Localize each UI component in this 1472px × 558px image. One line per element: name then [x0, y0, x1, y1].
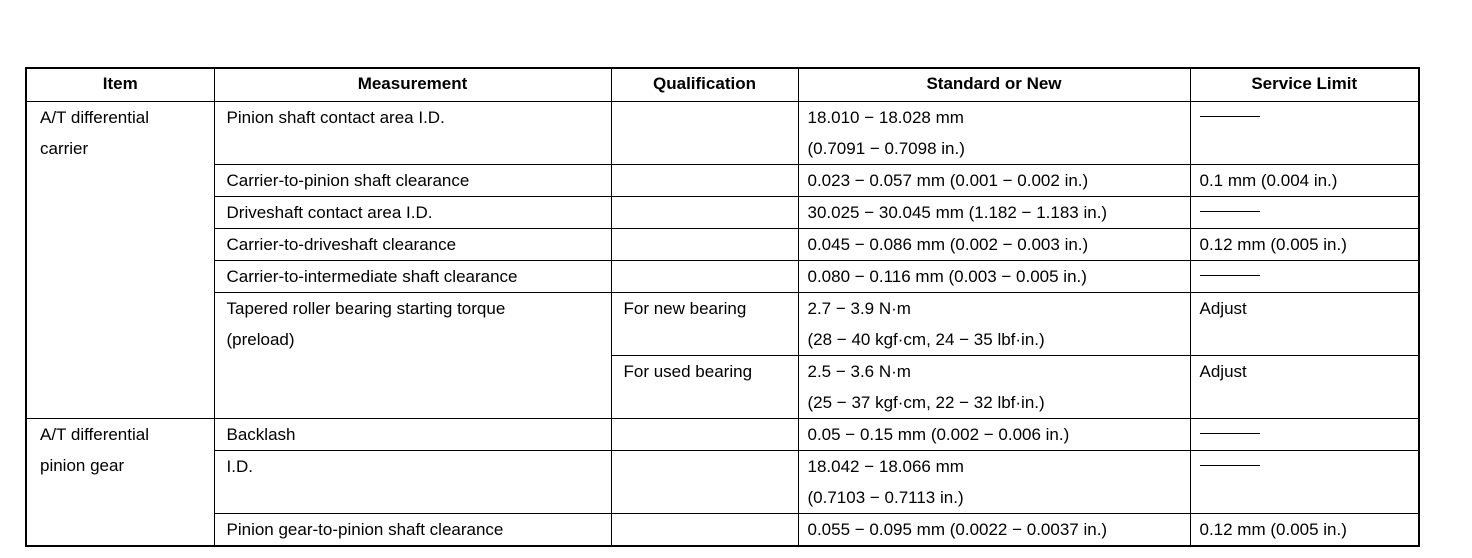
measurement-cell: Carrier-to-pinion shaft clearance	[213, 163, 612, 197]
table-row: A/T differential pinion gear Backlash 0.05 …	[25, 417, 1420, 546]
measurement-cell: Carrier-to-driveshaft clearance	[213, 227, 612, 261]
measurement-cell: Pinion shaft contact area I.D.	[213, 100, 612, 165]
service-limit-cell: Adjust	[1189, 291, 1420, 356]
cell-line: Carrier-to-driveshaft clearance	[226, 234, 457, 254]
service-limit-cell	[1189, 417, 1420, 451]
measurement-cell: Carrier-to-intermediate shaft clearance	[213, 259, 612, 293]
qualification-cell	[610, 100, 799, 165]
table-row: A/T differential carrier Pinion shaft cont…	[25, 100, 1420, 419]
specifications-table: Item Measurement Qualification Standard …	[25, 67, 1420, 547]
header-standard: Standard or New	[797, 67, 1191, 102]
cell-line: (28 − 40 kgf·cm, 24 − 35 lbf·in.)	[807, 329, 1045, 349]
item-cell: A/T differential pinion gear	[25, 417, 215, 546]
measurement-cell: Driveshaft contact area I.D.	[213, 195, 612, 229]
cell-line: Carrier-to-pinion shaft clearance	[226, 170, 470, 190]
cell-line: 0.055 − 0.095 mm (0.0022 − 0.0037 in.)	[807, 519, 1108, 539]
qualification-cell	[610, 417, 799, 451]
header-service-limit: Service Limit	[1189, 67, 1420, 102]
cell-line: Driveshaft contact area I.D.	[226, 202, 433, 222]
table-row: For used bearing 2.5 − 3.6 N·m (25 − 37 kg…	[26, 354, 1420, 419]
service-limit-cell	[1189, 100, 1420, 165]
standard-cell: 0.080 − 0.116 mm (0.003 − 0.005 in.)	[797, 259, 1191, 293]
cell-line: 0.045 − 0.086 mm (0.002 − 0.003 in.)	[807, 234, 1089, 254]
cell-text: For new bearing	[623, 298, 747, 318]
cell-line: Tapered roller bearing starting torque	[226, 298, 506, 318]
cell-text: Adjust	[1199, 361, 1247, 381]
qualification-cell: For new bearing	[610, 291, 799, 356]
cell-line: 2.7 − 3.9 N·m	[807, 298, 911, 318]
header-measurement: Measurement	[213, 67, 612, 102]
cell-line: (preload)	[226, 329, 295, 349]
standard-cell: 0.045 − 0.086 mm (0.002 − 0.003 in.)	[797, 227, 1191, 261]
qualification-cell	[610, 163, 799, 197]
qualification-cell	[610, 449, 799, 514]
measurement-cell: I.D.	[213, 449, 612, 514]
table-row: Tapered roller bearing starting torque (p…	[26, 291, 1420, 419]
service-limit-cell	[1189, 259, 1420, 293]
table-row: Carrier-to-driveshaft clearance 0.045 − 0…	[26, 227, 1420, 261]
cell-line: 18.010 − 18.028 mm	[807, 107, 964, 127]
cell-line: (0.7091 − 0.7098 in.)	[807, 138, 965, 158]
cell-text: For used bearing	[623, 361, 753, 381]
header-qualification: Qualification	[610, 67, 799, 102]
dash-mark	[1199, 274, 1260, 276]
cell-line: 0.05 − 0.15 mm (0.002 − 0.006 in.)	[807, 424, 1070, 444]
cell-line: 0.080 − 0.116 mm (0.003 − 0.005 in.)	[807, 266, 1087, 286]
qualification-cell: For used bearing	[610, 354, 799, 419]
cell-line: A/T differential	[40, 107, 149, 127]
standard-cell: 0.055 − 0.095 mm (0.0022 − 0.0037 in.)	[797, 512, 1191, 546]
qualification-cell	[610, 227, 799, 261]
header-item: Item	[25, 67, 215, 102]
service-limit-cell: 0.1 mm (0.004 in.)	[1189, 163, 1420, 197]
dash-mark	[1199, 115, 1260, 117]
qualification-cell	[610, 512, 799, 546]
cell-text: 0.12 mm (0.005 in.)	[1199, 234, 1347, 254]
table-row: Pinion gear-to-pinion shaft clearance 0.0…	[26, 512, 1420, 546]
cell-line: I.D.	[226, 456, 253, 476]
table-row: Carrier-to-pinion shaft clearance 0.023 −…	[26, 163, 1420, 197]
standard-cell: 0.023 − 0.057 mm (0.001 − 0.002 in.)	[797, 163, 1191, 197]
cell-line: 0.023 − 0.057 mm (0.001 − 0.002 in.)	[807, 170, 1089, 190]
dash-mark	[1199, 210, 1260, 212]
standard-cell: 18.042 − 18.066 mm (0.7103 − 0.7113 in.)	[797, 449, 1191, 514]
cell-line: A/T differential	[40, 424, 149, 444]
cell-line: Pinion gear-to-pinion shaft clearance	[226, 519, 504, 539]
table-row: I.D. 18.042 − 18.066 mm (0.7103 − 0.7113 i…	[26, 449, 1420, 514]
cell-line: (25 − 37 kgf·cm, 22 − 32 lbf·in.)	[807, 392, 1045, 412]
cell-line: 30.025 − 30.045 mm (1.182 − 1.183 in.)	[807, 202, 1108, 222]
service-limit-cell: 0.12 mm (0.005 in.)	[1189, 227, 1420, 261]
standard-cell: 30.025 − 30.045 mm (1.182 − 1.183 in.)	[797, 195, 1191, 229]
measurement-cell: Tapered roller bearing starting torque (p…	[213, 291, 612, 419]
cell-line: Pinion shaft contact area I.D.	[226, 107, 445, 127]
service-limit-cell: Adjust	[1189, 354, 1420, 419]
qualification-cell	[610, 259, 799, 293]
standard-cell: 0.05 − 0.15 mm (0.002 − 0.006 in.)	[797, 417, 1191, 451]
table-row: Carrier-to-intermediate shaft clearance 0…	[26, 259, 1420, 293]
cell-line: 18.042 − 18.066 mm	[807, 456, 964, 476]
item-cell: A/T differential carrier	[25, 100, 215, 419]
cell-text: Adjust	[1199, 298, 1247, 318]
dash-mark	[1199, 464, 1260, 466]
service-limit-cell	[1189, 449, 1420, 514]
cell-line: Backlash	[226, 424, 296, 444]
cell-text: 0.1 mm (0.004 in.)	[1199, 170, 1338, 190]
cell-text: 0.12 mm (0.005 in.)	[1199, 519, 1347, 539]
service-limit-cell	[1189, 195, 1420, 229]
standard-cell: 2.5 − 3.6 N·m (25 − 37 kgf·cm, 22 − 32 lb…	[797, 354, 1191, 419]
cell-line: carrier	[40, 138, 89, 158]
table-row: Driveshaft contact area I.D. 30.025 − 30.…	[26, 195, 1420, 229]
service-limit-cell: 0.12 mm (0.005 in.)	[1189, 512, 1420, 546]
standard-cell: 2.7 − 3.9 N·m (28 − 40 kgf·cm, 24 − 35 lb…	[797, 291, 1191, 356]
cell-line: (0.7103 − 0.7113 in.)	[807, 487, 964, 507]
qualification-cell	[610, 195, 799, 229]
cell-line: 2.5 − 3.6 N·m	[807, 361, 911, 381]
header-row: Item Measurement Qualification Standard …	[25, 67, 1420, 102]
dash-mark	[1199, 432, 1260, 434]
cell-line: Carrier-to-intermediate shaft clearance	[226, 266, 518, 286]
cell-line: pinion gear	[40, 455, 125, 475]
standard-cell: 18.010 − 18.028 mm (0.7091 − 0.7098 in.)	[797, 100, 1191, 165]
measurement-cell: Backlash	[213, 417, 612, 451]
measurement-cell: Pinion gear-to-pinion shaft clearance	[213, 512, 612, 546]
